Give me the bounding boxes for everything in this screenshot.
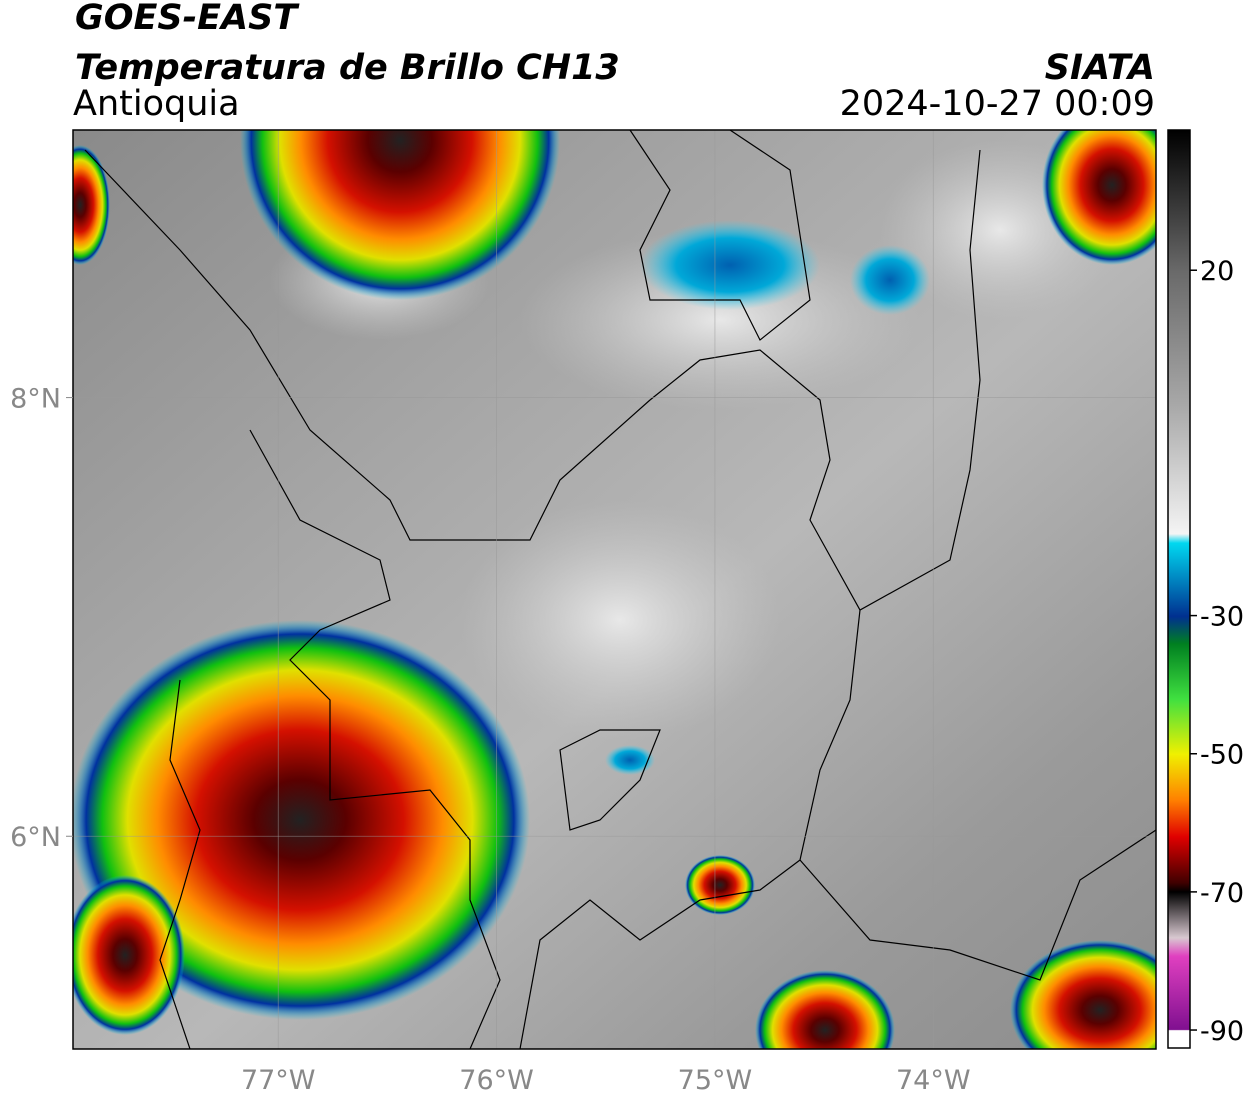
- title: GOES-EAST: [75, 0, 300, 38]
- colorbar-tick-label: -90: [1200, 1016, 1244, 1047]
- source: SIATA: [1045, 48, 1155, 88]
- x-tick-label: 76°W: [459, 1065, 534, 1096]
- satellite-image: [73, 130, 1156, 1049]
- datetime: 2024-10-27 00:09: [840, 84, 1155, 124]
- x-tick-label: 75°W: [678, 1065, 753, 1096]
- graticule: [73, 130, 1156, 1049]
- colorbar-tick-label: -70: [1200, 878, 1244, 909]
- region: Antioquia: [73, 84, 240, 124]
- x-tick-label: 77°W: [241, 1065, 316, 1096]
- map-frame: [72, 129, 1157, 1050]
- colorbar: [1167, 129, 1191, 1049]
- x-tick-label: 74°W: [896, 1065, 971, 1096]
- colorbar-tick-label: -30: [1200, 602, 1244, 633]
- borders: [84, 130, 1156, 1049]
- subtitle: Temperatura de Brillo CH13: [75, 48, 620, 88]
- colorbar-tick-label: 20: [1200, 256, 1234, 287]
- colorbar-tick-label: -50: [1200, 740, 1244, 771]
- y-tick-label: 8°N: [10, 384, 61, 415]
- y-tick-label: 6°N: [10, 822, 61, 853]
